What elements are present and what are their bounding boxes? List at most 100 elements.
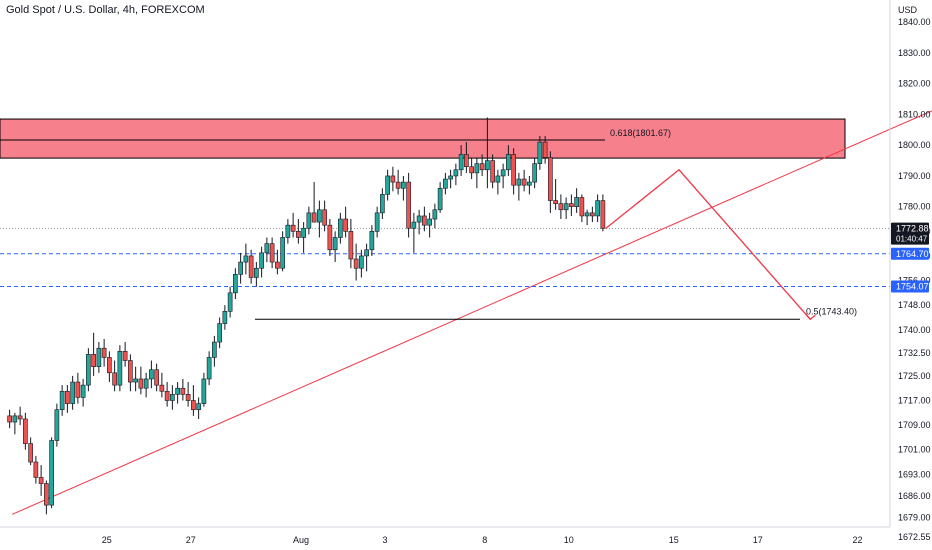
y-tick-label: 1686.00	[898, 491, 931, 501]
candle	[306, 206, 312, 235]
candle-body	[259, 252, 264, 269]
candle-body	[558, 203, 564, 211]
candle	[527, 175, 532, 195]
candle	[495, 169, 501, 195]
last-price-label: 1772.88	[896, 224, 929, 234]
candle-body	[369, 231, 375, 251]
candle-body	[44, 483, 49, 506]
candle-body	[584, 212, 590, 217]
candle	[217, 317, 222, 349]
candle	[432, 203, 438, 229]
candle-body	[595, 200, 600, 217]
candle-body	[317, 209, 322, 223]
candle	[206, 351, 212, 386]
candle	[443, 172, 448, 195]
candle	[12, 412, 18, 435]
candle-body	[138, 378, 144, 389]
candle-body	[553, 200, 558, 204]
candle	[338, 212, 343, 244]
candle-body	[86, 354, 91, 386]
candle	[322, 200, 327, 232]
candle-body	[264, 243, 270, 254]
candle-body	[511, 154, 516, 186]
candle-body	[474, 163, 480, 174]
candle	[422, 206, 427, 232]
y-tick-label: 1693.00	[898, 469, 931, 479]
candle-body	[128, 360, 133, 383]
x-tick-label: 3	[382, 535, 387, 545]
candle-body	[227, 292, 233, 312]
candle	[170, 385, 175, 410]
drawings-layer: 0.618(1801.67) 0.5(1743.40)	[0, 110, 932, 515]
candle	[474, 157, 480, 189]
candle	[143, 372, 149, 398]
candle	[164, 382, 170, 407]
candle	[196, 397, 201, 419]
x-tick-label: 15	[669, 535, 679, 545]
candle-body	[243, 255, 249, 263]
candle-body	[506, 154, 511, 171]
candle	[490, 154, 495, 189]
candle	[101, 338, 107, 367]
candle	[437, 182, 443, 213]
candle-body	[432, 209, 438, 220]
candle-body	[563, 203, 569, 211]
candle	[558, 194, 564, 220]
candle-body	[175, 387, 180, 395]
candle-body	[133, 378, 138, 383]
projection-arrowhead	[804, 312, 816, 321]
candle	[369, 225, 375, 256]
candle-body	[54, 409, 60, 441]
candle-body	[469, 166, 474, 174]
y-tick-label: 1830.00	[898, 48, 931, 58]
candle	[91, 332, 96, 376]
candle-body	[23, 418, 28, 444]
candle-body	[149, 369, 154, 380]
candle	[222, 305, 228, 330]
candle	[233, 268, 238, 299]
candle	[595, 194, 600, 223]
candle-body	[537, 141, 543, 164]
candle	[353, 243, 359, 281]
candle	[280, 231, 285, 272]
candle	[75, 372, 81, 404]
candle-body	[296, 231, 301, 238]
candle-body	[280, 237, 285, 269]
candle-body	[374, 212, 380, 232]
candle-body	[212, 341, 217, 358]
candle-body	[364, 249, 369, 257]
candle	[28, 437, 33, 466]
candle-body	[269, 243, 275, 263]
y-tick-label: 1717.00	[898, 396, 931, 406]
candle	[406, 172, 411, 238]
candle-body	[322, 209, 327, 226]
candle-body	[159, 384, 165, 392]
y-tick-label: 1800.00	[898, 140, 931, 150]
candle	[264, 237, 270, 263]
candle-body	[521, 178, 527, 186]
fib-05-label: 0.5(1743.40)	[806, 306, 857, 316]
candle-body	[112, 372, 117, 386]
candle	[532, 157, 537, 189]
candle	[296, 219, 301, 244]
candle-body	[91, 354, 96, 367]
x-tick-label: 25	[102, 535, 112, 545]
countdown-label: 01:40:47	[896, 235, 928, 244]
candle-body	[380, 194, 385, 214]
candle	[479, 154, 485, 176]
candle	[54, 403, 60, 447]
candle	[327, 219, 333, 256]
y-tick-label: 1732.50	[898, 348, 931, 358]
candle-body	[222, 310, 228, 324]
x-tick-label: 17	[753, 535, 763, 545]
candle	[537, 135, 543, 170]
candle	[464, 142, 469, 173]
candle	[122, 342, 128, 367]
candle-body	[217, 323, 222, 343]
candle-body	[17, 415, 23, 420]
candle	[311, 182, 317, 223]
candle	[301, 222, 306, 253]
candle	[395, 169, 401, 195]
candle	[107, 351, 112, 383]
